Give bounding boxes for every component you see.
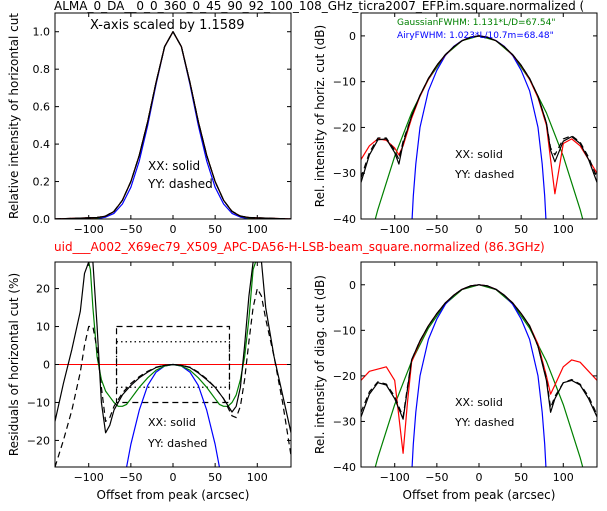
y-tick-label: −30	[333, 167, 356, 180]
y-tick-label: 0.0	[33, 213, 51, 226]
legend-yy: YY: dashed	[147, 177, 213, 191]
axes-frame	[360, 261, 598, 468]
x-tick-label: 0	[476, 471, 483, 484]
legend-xx: XX: solid	[455, 148, 503, 161]
x-tick-label: −50	[119, 223, 142, 236]
scaling-annotation: X-axis scaled by 1.1589	[90, 18, 245, 33]
y-axis-label: Rel. intensity of diag. cut (dB)	[313, 275, 327, 454]
plot-area	[55, 262, 291, 467]
fit-legend-blue: AiryFWHM: 1.023*L/10.7m=68.48"	[397, 31, 554, 41]
x-tick-label: −100	[380, 471, 410, 484]
x-tick-label: 100	[553, 471, 574, 484]
y-tick-label: 0.6	[33, 101, 51, 114]
plot-area	[55, 31, 291, 219]
y-tick-label: −10	[333, 324, 356, 337]
x-tick-label: 50	[514, 471, 528, 484]
x-tick-label: 0	[476, 223, 483, 236]
legend-xx: XX: solid	[148, 159, 200, 173]
x-tick-label: −50	[425, 471, 448, 484]
y-tick-label: 0.2	[33, 176, 51, 189]
y-tick-label: −30	[333, 415, 356, 428]
series-line-black-dashed	[361, 35, 597, 179]
fit-legend-green: GaussianFWHM: 1.131*L/D=67.54"	[397, 18, 555, 28]
x-tick-label: −50	[119, 471, 142, 484]
y-axis-label: Relative intensity of horizontal cut	[7, 13, 21, 219]
x-tick-label: −100	[74, 223, 104, 236]
panel-intensity-linear: −100 −50 0 50 100 0.0 0.2 0.4 0.6 0.8 1.0 Relative …	[7, 12, 292, 236]
figure-title-top: ALMA_0_DA__0_0_360_0_45_90_92_100_108_GH…	[54, 0, 584, 13]
x-tick-label: 50	[514, 223, 528, 236]
figure-title-mid: uid___A002_X69ec79_X509_APC-DA56-H-LSB-b…	[54, 240, 545, 254]
x-tick-label: 100	[553, 223, 574, 236]
x-axis-label: Offset from peak (arcsec)	[97, 488, 250, 502]
x-tick-label: 50	[208, 223, 222, 236]
y-tick-label: 10	[36, 321, 50, 334]
y-tick-label: −10	[333, 76, 356, 89]
legend-yy: YY: dashed	[454, 168, 514, 181]
x-axis-label: Offset from peak (arcsec)	[403, 488, 556, 502]
y-tick-label: −20	[27, 434, 50, 447]
y-axis-label: Rel. intensity of horiz. cut (dB)	[313, 25, 327, 207]
series-line-blue-solid	[411, 35, 547, 219]
y-tick-label: 1.0	[33, 26, 51, 39]
y-tick-label: −40	[333, 461, 356, 474]
axes-frame	[360, 12, 598, 220]
x-tick-label: −100	[74, 471, 104, 484]
x-tick-label: 50	[208, 471, 222, 484]
legend-yy: YY: dashed	[454, 416, 514, 429]
series-line-green-solid	[88, 262, 258, 407]
plot-area	[361, 35, 597, 219]
y-tick-label: 0	[349, 279, 356, 292]
y-tick-label: 0	[349, 30, 356, 43]
y-tick-label: −20	[333, 121, 356, 134]
series-line-black-solid	[55, 262, 291, 434]
legend-yy: YY: dashed	[147, 437, 207, 450]
tolerance-box	[115, 341, 231, 388]
y-tick-label: 0.4	[33, 138, 51, 151]
y-tick-label: 0.8	[33, 63, 51, 76]
series-line-blue-solid	[411, 284, 547, 467]
x-tick-label: −50	[425, 223, 448, 236]
y-tick-label: −20	[333, 370, 356, 383]
x-tick-label: 100	[247, 471, 268, 484]
x-tick-label: 0	[170, 223, 177, 236]
series-line-black-dashed	[55, 31, 291, 219]
y-tick-label: 0	[43, 359, 50, 372]
x-tick-label: 0	[170, 471, 177, 484]
x-tick-label: −100	[380, 223, 410, 236]
x-tick-label: 100	[247, 223, 268, 236]
y-axis-label: Residuals of horizontal cut (%)	[7, 273, 21, 456]
legend-xx: XX: solid	[455, 396, 503, 409]
legend-xx: XX: solid	[148, 416, 196, 429]
y-tick-label: −40	[333, 213, 356, 226]
y-tick-label: −10	[27, 396, 50, 409]
series-line-black-dashed	[361, 284, 597, 418]
y-tick-label: 20	[36, 283, 50, 296]
plot-area	[361, 284, 597, 467]
